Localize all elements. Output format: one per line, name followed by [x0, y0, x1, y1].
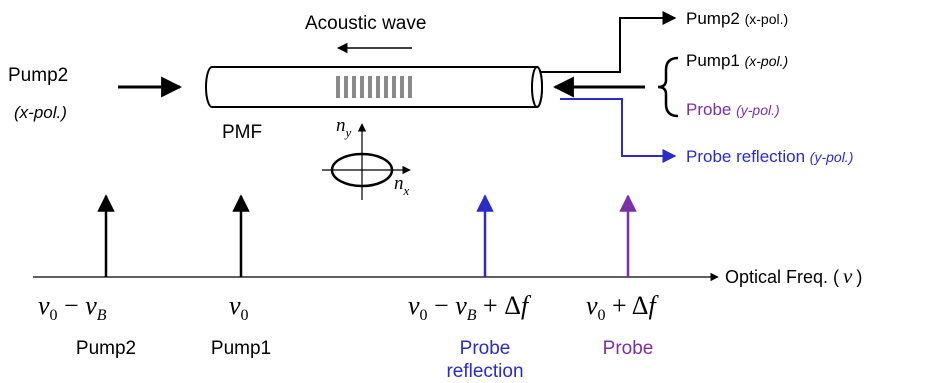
pump1-right-name: Pump1	[686, 51, 745, 70]
ny-label: ny	[336, 115, 352, 140]
formula-probe: ν0 + Δf	[586, 291, 660, 324]
pump2-right-label: Pump2 (x-pol.)	[686, 9, 788, 28]
nx-label: nx	[394, 173, 410, 198]
polarization-axes: ny nx	[322, 115, 411, 200]
pump2-right-name: Pump2	[686, 9, 745, 28]
nx-symbol: n	[394, 173, 404, 194]
pump2-left-pol-text: (x-pol.)	[14, 103, 67, 122]
pmf-fiber	[205, 66, 543, 108]
formula-pump2: ν0 − νB	[38, 291, 107, 324]
pump1-right-pol: (x-pol.)	[745, 53, 789, 69]
frequency-axis-close: )	[856, 267, 862, 287]
formula-probe-reflection: ν0 − νB + Δf	[408, 291, 532, 324]
input-brace	[657, 56, 679, 118]
pmf-label: PMF	[222, 122, 262, 143]
label-probe: Probe	[603, 338, 654, 359]
probe-right-name: Probe	[686, 100, 736, 119]
frequency-axis-label: Optical Freq. (ν)	[725, 264, 862, 288]
acoustic-wave-label: Acoustic wave	[305, 13, 426, 34]
pump1-right-label: Pump1 (x-pol.)	[686, 51, 788, 70]
label-probe-reflection-1: Probe	[460, 338, 511, 359]
label-pump2: Pump2	[76, 338, 136, 359]
probe-right-label: Probe (y-pol.)	[686, 100, 780, 119]
pump2-output-arrow	[540, 11, 677, 73]
label-pump1: Pump1	[211, 338, 271, 359]
ny-subscript: y	[344, 125, 352, 140]
pump2-left-pol: (x-pol.)	[14, 103, 67, 122]
frequency-axis-text: Optical Freq. (	[725, 267, 839, 287]
probe-right-pol: (y-pol.)	[736, 102, 780, 118]
ny-symbol: n	[336, 115, 346, 136]
frequency-axis-symbol: ν	[843, 264, 853, 288]
formula-pump1: ν0	[229, 291, 249, 324]
acoustic-grating	[336, 76, 416, 98]
label-probe-reflection-2: reflection	[446, 361, 523, 382]
probe-reflection-right-label: Probe reflection (y-pol.)	[686, 147, 853, 166]
probe-reflection-right-name: Probe reflection	[686, 147, 810, 166]
nx-subscript: x	[403, 183, 410, 198]
probe-reflection-right-pol: (y-pol.)	[810, 149, 854, 165]
probe-reflection-arrow	[560, 98, 677, 163]
pump2-right-pol: (x-pol.)	[745, 11, 789, 27]
pump2-left-label: Pump2	[8, 65, 68, 86]
